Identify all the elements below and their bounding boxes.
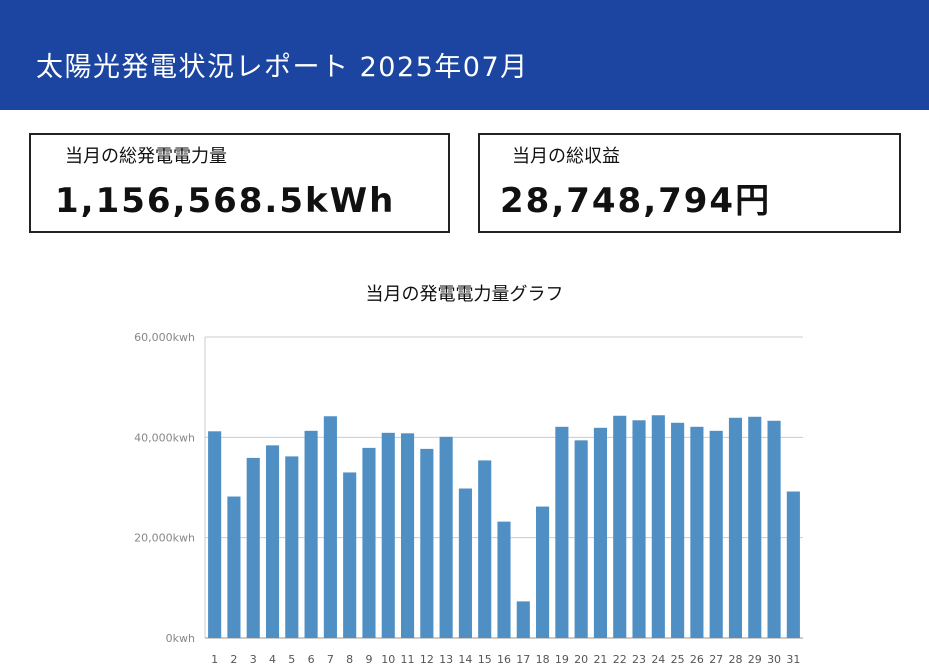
x-tick-label: 31 [786,653,800,666]
x-tick-label: 26 [690,653,704,666]
total-revenue-card: 当月の総収益 28,748,794円 [478,133,901,233]
chart-title: 当月の発電電力量グラフ [365,284,564,305]
bar-day-21 [593,427,608,638]
bar-day-19 [555,426,569,638]
x-tick-label: 10 [381,653,395,666]
bar-day-3 [246,457,260,638]
bar-day-1 [208,431,222,638]
x-tick-label: 3 [250,653,257,666]
x-tick-label: 4 [269,653,276,666]
bar-day-24 [651,415,665,638]
bar-day-10 [381,432,395,638]
x-tick-label: 9 [365,653,372,666]
bar-day-31 [786,491,800,638]
bar-day-16 [497,521,511,638]
x-tick-label: 11 [401,653,415,666]
bar-day-26 [690,426,704,638]
x-tick-label: 24 [651,653,665,666]
y-tick-label: 20,000kwh [134,532,195,545]
y-tick-label: 0kwh [166,632,195,645]
report-title: 太陽光発電状況レポート 2025年07月 [36,52,529,83]
bar-day-25 [671,422,685,638]
x-tick-label: 15 [478,653,492,666]
bar-day-6 [304,430,318,638]
bar-day-5 [285,456,299,638]
bar-day-22 [613,415,627,638]
x-tick-label: 7 [327,653,334,666]
bar-day-29 [748,416,762,638]
bar-day-17 [516,601,530,638]
bar-day-27 [709,430,723,638]
x-tick-label: 13 [439,653,453,666]
report-header: 太陽光発電状況レポート 2025年07月 [0,0,929,110]
bar-day-23 [632,420,646,638]
x-tick-label: 20 [574,653,588,666]
bar-day-28 [728,417,743,638]
x-tick-label: 27 [709,653,723,666]
x-tick-label: 16 [497,653,511,666]
bar-day-7 [323,416,337,638]
x-tick-label: 28 [728,653,742,666]
x-tick-label: 30 [767,653,781,666]
total-energy-value: 1,156,568.5kWh [55,181,396,221]
x-tick-label: 22 [613,653,627,666]
total-energy-label: 当月の総発電電力量 [65,146,227,167]
x-tick-label: 29 [748,653,762,666]
bar-day-20 [574,440,588,638]
x-tick-label: 17 [516,653,530,666]
total-revenue-value: 28,748,794円 [500,181,772,221]
x-tick-label: 21 [593,653,607,666]
x-tick-label: 2 [230,653,237,666]
bar-day-18 [536,506,550,638]
x-tick-label: 14 [458,653,472,666]
bar-day-12 [420,448,434,638]
y-tick-label: 60,000kwh [134,331,195,344]
bar-day-2 [227,496,241,638]
x-tick-label: 19 [555,653,569,666]
bar-day-30 [767,420,781,638]
bar-day-13 [439,436,453,638]
bar-day-8 [343,472,357,638]
y-tick-label: 40,000kwh [134,431,195,444]
bar-day-15 [478,460,492,638]
x-tick-label: 18 [536,653,550,666]
bar-day-14 [458,488,472,638]
x-tick-label: 1 [211,653,218,666]
x-tick-label: 25 [671,653,685,666]
x-tick-label: 5 [288,653,295,666]
bar-day-4 [265,445,280,638]
x-tick-label: 12 [420,653,434,666]
x-tick-label: 23 [632,653,646,666]
x-tick-label: 8 [346,653,353,666]
total-energy-card: 当月の総発電電力量 1,156,568.5kWh [29,133,450,233]
bar-day-9 [362,447,376,638]
total-revenue-label: 当月の総収益 [512,146,620,167]
bar-day-11 [400,433,415,638]
x-tick-label: 6 [308,653,315,666]
